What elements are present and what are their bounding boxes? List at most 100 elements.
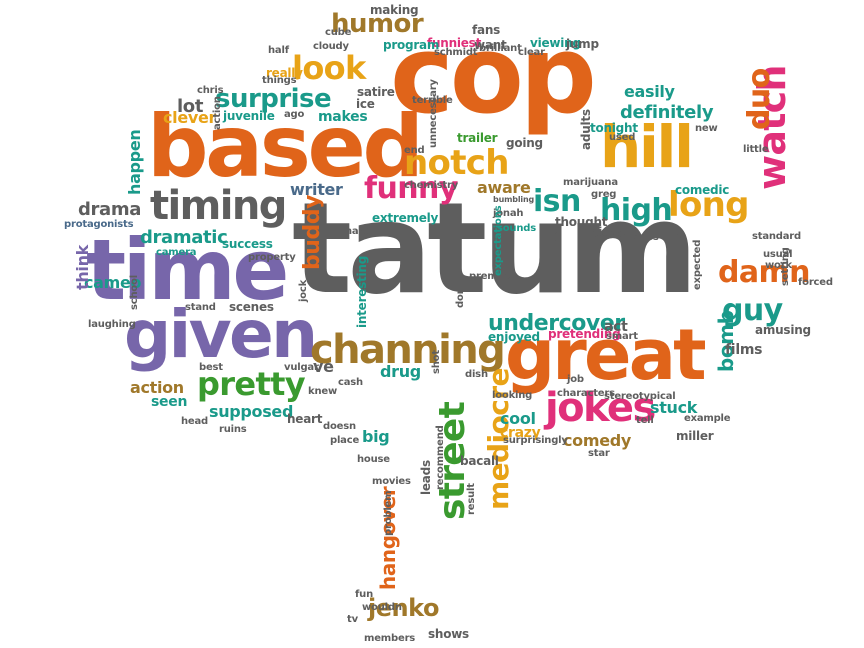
word-humor: humor [331, 9, 424, 39]
word-jonah: jonah [493, 208, 524, 219]
word-don: don [455, 287, 466, 308]
word-result: result [466, 483, 477, 515]
word-cash: cash [338, 377, 363, 388]
word-property: property [248, 252, 296, 263]
word-miller: miller [676, 429, 714, 443]
word-comedy: comedy [563, 431, 631, 450]
word-laughing: laughing [88, 319, 136, 330]
word-think: think [73, 245, 92, 290]
word-movies: movies [372, 476, 411, 487]
word-setting: setting [780, 247, 791, 286]
word-making: making [370, 3, 419, 17]
word-stuck: stuck [650, 398, 698, 417]
word-brilliant: brilliant [479, 43, 522, 54]
word-bad: bad [549, 229, 560, 250]
word-problem: problem [383, 490, 394, 536]
word-used: used [609, 132, 636, 143]
word-action: action [130, 378, 184, 397]
word-bumbling: bumbling [493, 195, 535, 204]
word-knew: knew [308, 386, 337, 397]
word-dish: dish [465, 369, 488, 380]
word-leads: leads [419, 460, 433, 495]
word-clear: clear [518, 47, 545, 58]
word-little: little [743, 144, 769, 155]
word-star: star [588, 448, 610, 459]
word-surprise: surprise [215, 84, 332, 114]
word-forced: forced [798, 277, 833, 288]
word-want: want [474, 38, 507, 52]
word-notch: notch [404, 143, 509, 183]
word-protagonists: protagonists [64, 219, 134, 230]
word-sounds: sounds [497, 223, 536, 234]
word-action: action [212, 96, 223, 130]
word-low: low [663, 230, 686, 244]
word-looking: looking [492, 390, 533, 401]
word-timing: timing [150, 183, 287, 229]
word-trailer: trailer [457, 131, 498, 145]
word-chemistry: chemistry [404, 180, 459, 191]
word-cameo: cameo [84, 273, 142, 292]
word-time: time [86, 221, 289, 319]
word-amusing: amusing [755, 323, 811, 337]
word-bacall: bacall [460, 454, 499, 468]
word-adults: adults [579, 109, 593, 150]
word-school: school [129, 275, 140, 310]
word-chris: chris [197, 85, 224, 96]
word-characters: characters [557, 388, 615, 399]
word-extremely: extremely [372, 211, 439, 225]
word-jokes: jokes [545, 385, 656, 431]
word-head: head [181, 416, 209, 427]
word-members: members [364, 633, 416, 644]
word-juvenile: juvenile [223, 109, 275, 123]
word-smart: smart [606, 331, 638, 342]
word-concept: concept [594, 229, 638, 240]
word-new: new [695, 123, 718, 134]
word-guy: guy [722, 293, 783, 328]
word-end: end [404, 145, 425, 156]
word-program: program [383, 38, 440, 52]
word-camera: camera [156, 247, 197, 258]
word-buddy: buddy [300, 194, 325, 270]
word-look: look [292, 49, 366, 87]
word-funny: funny [364, 171, 458, 206]
word-clever: clever [163, 108, 217, 127]
word-crazy: crazy [500, 425, 541, 441]
word-best: best [199, 362, 223, 373]
word-dramatic: dramatic [140, 227, 228, 248]
word-fans: fans [472, 23, 501, 37]
word-unnecessary: unnecessary [428, 79, 439, 148]
word-shot: shot [431, 350, 442, 374]
word-shows: shows [428, 627, 469, 641]
word-expected: expected [692, 239, 703, 290]
word-isn: isn [533, 184, 581, 219]
word-tonight: tonight [590, 121, 638, 135]
word-high: high [600, 193, 673, 228]
word-act: act [604, 319, 628, 335]
word-standard: standard [752, 231, 801, 242]
word-cloudy: cloudy [313, 41, 349, 52]
word-seen: seen [151, 394, 188, 410]
word-hard: hard [345, 226, 371, 237]
word-pretty: pretty [197, 365, 306, 403]
word-makes: makes [318, 109, 368, 125]
word-undercover: undercover [488, 311, 625, 336]
word-drama: drama [78, 199, 142, 220]
word-ve: ve [313, 357, 334, 376]
word-thought: thought [555, 215, 608, 229]
word-example: example [684, 413, 731, 424]
word-aware: aware [477, 178, 531, 197]
word-drug: drug [380, 362, 421, 381]
word-fun: fun [355, 589, 373, 600]
word-tv: tv [347, 614, 358, 625]
word-long: long [668, 185, 750, 225]
word-given: given [124, 296, 318, 373]
word-duo: duo [742, 68, 777, 130]
word-jenko: jenko [368, 594, 439, 622]
word-hill: hill [600, 113, 694, 181]
word-premise: premise [469, 271, 514, 282]
word-success: success [222, 237, 273, 251]
word-job: job [567, 374, 584, 385]
word-funniest: funniest [427, 36, 482, 50]
word-stand: stand [185, 302, 216, 313]
word-schmidt: schmidt [434, 47, 478, 58]
